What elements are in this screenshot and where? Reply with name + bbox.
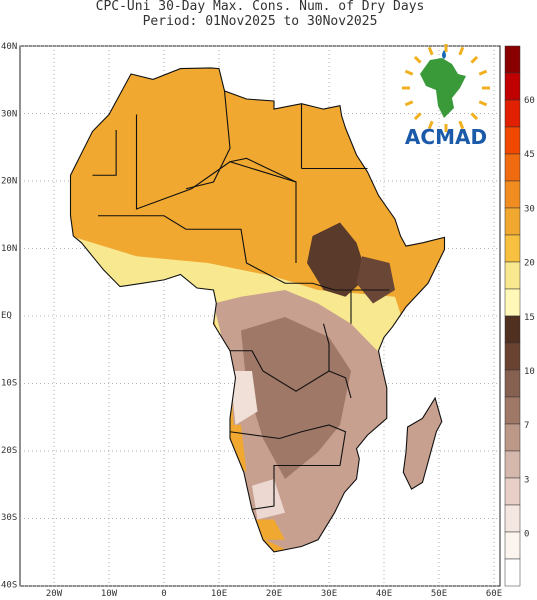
y-axis-label: 10S — [1, 379, 17, 389]
logo-ray — [427, 46, 434, 56]
logo-ray — [458, 120, 465, 130]
x-axis-label: 30E — [321, 589, 337, 599]
wet-zone — [241, 317, 351, 479]
colorbar-swatch — [504, 450, 521, 479]
colorbar-label: 20 — [524, 259, 535, 269]
x-axis-label: 40E — [376, 589, 392, 599]
y-axis-label: 10N — [1, 244, 17, 254]
colorbar-swatch — [504, 45, 521, 74]
y-axis-label: 20S — [1, 446, 17, 456]
border — [135, 114, 297, 263]
colorbar-label: 15 — [524, 313, 535, 323]
colorbar-label: 10 — [524, 367, 535, 377]
colorbar-swatch — [504, 315, 521, 344]
y-axis-label: 40N — [1, 42, 17, 52]
colorbar-swatch — [504, 180, 521, 209]
border — [92, 130, 117, 176]
border — [185, 90, 231, 190]
colorbar-swatch — [504, 423, 521, 452]
x-axis-label: 10E — [211, 589, 227, 599]
colorbar-swatch — [504, 369, 521, 398]
border — [98, 215, 390, 291]
colorbar-label: 3 — [524, 475, 529, 485]
colorbar-swatch — [504, 342, 521, 371]
colorbar-swatch — [504, 207, 521, 236]
logo-text: ACMAD — [405, 125, 487, 149]
colorbar-swatch — [504, 288, 521, 317]
colorbar-swatch — [504, 558, 521, 587]
logo-ray — [478, 69, 488, 76]
colorbar-swatch — [504, 504, 521, 533]
x-axis-label: 0 — [161, 589, 166, 599]
logo-ray — [413, 55, 422, 64]
logo-ray — [404, 100, 414, 107]
y-axis-label: 40S — [1, 580, 17, 590]
logo-ray — [470, 112, 479, 121]
x-axis-label: 10W — [101, 589, 118, 599]
logo-ray — [413, 112, 422, 121]
colorbar-swatch — [504, 72, 521, 101]
y-axis-label: EQ — [1, 311, 12, 321]
colorbar-label: 60 — [524, 96, 535, 106]
dark-zone — [307, 222, 368, 297]
border — [229, 424, 347, 510]
logo-ray — [470, 55, 479, 64]
dark-zone — [356, 256, 395, 304]
colorbar-swatch — [504, 531, 521, 560]
colorbar-swatch — [504, 477, 521, 506]
colorbar-swatch — [504, 126, 521, 155]
logo-ray — [458, 46, 465, 56]
border — [230, 350, 352, 399]
x-axis-label: 60E — [486, 589, 502, 599]
coastline — [69, 67, 446, 553]
logo-ray — [404, 69, 414, 76]
y-axis-label: 30S — [1, 513, 17, 523]
border — [322, 323, 330, 371]
y-axis-label: 20N — [1, 177, 17, 187]
colorbar-label: 7 — [524, 421, 529, 431]
logo: ACMAD — [402, 44, 490, 149]
pale-spot — [252, 479, 285, 520]
colorbar-swatch — [504, 261, 521, 290]
colorbar-swatch — [504, 153, 521, 182]
period: Period: 01Nov2025 to 30Nov2025 — [143, 14, 378, 29]
colorbar-swatch — [504, 396, 521, 425]
pale-spot — [230, 371, 258, 425]
colorbar-label: 30 — [524, 204, 535, 214]
y-axis-label: 30N — [1, 109, 17, 119]
title: CPC-Uni 30-Day Max. Cons. Num. of Dry Da… — [96, 0, 425, 14]
x-axis-label: 20E — [266, 589, 282, 599]
colorbar-label: 45 — [524, 150, 535, 160]
logo-ray — [427, 120, 434, 130]
border — [229, 157, 297, 183]
x-axis-label: 20W — [46, 589, 63, 599]
colorbar-swatch — [504, 99, 521, 128]
x-axis-label: 50E — [431, 589, 447, 599]
colorbar-swatch — [504, 234, 521, 263]
colorbar-label: 0 — [524, 530, 529, 540]
logo-ray — [478, 100, 488, 107]
